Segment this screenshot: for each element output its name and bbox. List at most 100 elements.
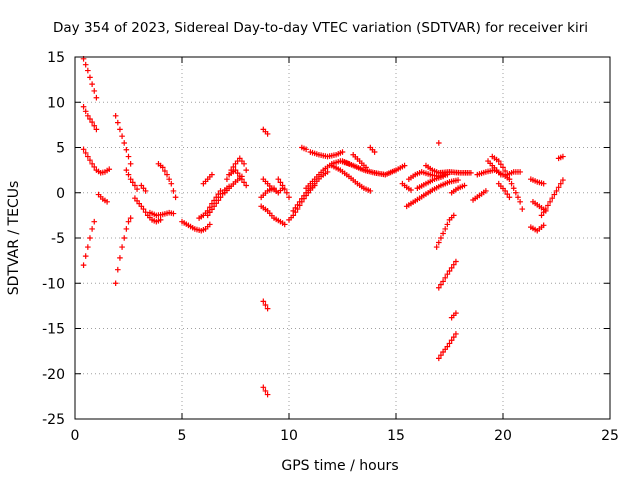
data-point [264,131,271,137]
data-point [468,170,474,176]
data-segment [147,209,177,219]
data-point [115,266,121,273]
data-point [89,160,95,167]
x-axis-label: GPS time / hours [281,458,398,474]
data-point [450,212,457,219]
data-point [264,391,271,398]
data-point [207,221,213,228]
y-tick-label: 15 [47,50,65,66]
data-point [106,166,113,173]
data-segment [260,298,271,312]
data-point [260,298,267,305]
data-point [211,203,217,210]
data-segment [155,160,179,201]
data-segment [329,162,374,194]
data-point [82,253,89,259]
data-point [112,280,119,287]
data-point [262,388,269,394]
data-point [502,168,508,174]
data-point [508,180,515,187]
data-point [513,189,519,196]
data-segment [307,149,346,160]
data-point [127,215,134,221]
data-point [294,202,301,208]
data-point [91,122,98,129]
data-point [93,94,100,101]
data-point [446,340,453,347]
data-point [119,133,125,139]
data-segment [80,56,100,101]
data-point [540,180,547,187]
x-tick-label: 15 [387,428,405,444]
data-point [296,199,303,205]
data-point [436,355,442,362]
data-point [281,186,288,192]
data-point [448,337,455,344]
data-point [164,171,170,178]
data-point [506,194,513,201]
data-segment [350,151,369,171]
data-point [279,182,286,189]
data-point [440,230,446,237]
data-point [515,194,521,201]
data-point [217,194,224,201]
chart-title: Day 354 of 2023, Sidereal Day-to-day VTE… [53,20,588,36]
data-point [264,305,271,312]
data-point [209,171,215,178]
data-point [134,186,140,192]
data-segment [399,180,414,193]
data-point [453,310,459,316]
data-point [555,184,562,191]
data-segment [504,169,523,178]
data-point [115,119,121,126]
data-point [540,209,547,216]
data-segment [423,162,474,176]
data-point [85,244,91,250]
data-point [455,177,461,183]
data-point [166,176,172,182]
data-point [401,162,408,169]
data-segment [258,185,277,201]
y-tick-label: 5 [56,141,65,157]
data-point [207,209,213,216]
x-tick-label: 5 [178,428,187,444]
data-segment [200,171,215,187]
data-point [271,185,277,192]
data-point [123,167,130,173]
data-point [157,217,164,223]
data-point [80,103,87,110]
data-point [292,205,299,211]
data-point [519,206,526,212]
data-point [275,176,282,182]
axis-ticks: 0 5 10 15 20 25 -25 -20 -15 -10 -5 0 5 10 15 [42,50,619,444]
data-point [224,176,230,182]
x-tick-label: 0 [71,428,80,444]
data-point [277,179,284,186]
data-segment [414,173,446,192]
data-point [127,176,134,182]
data-point [82,108,89,115]
data-point [213,200,220,207]
data-point [450,261,457,268]
x-tick-label: 25 [601,428,619,444]
data-point [91,164,98,170]
data-point [239,173,245,180]
data-point [363,164,369,171]
data-point [85,113,91,119]
data-point [339,149,346,155]
data-point [89,119,95,125]
data-segment [367,144,378,155]
data-point [209,206,215,213]
data-point [284,189,290,196]
data-point [483,188,489,194]
data-segment [260,126,271,137]
data-point [132,182,138,189]
data-segment [80,218,98,268]
data-point [543,206,549,212]
data-point [324,169,331,175]
data-point [500,164,506,171]
data-point [560,153,566,160]
data-segment [448,310,459,321]
data-point [286,194,292,201]
data-point [215,197,222,204]
